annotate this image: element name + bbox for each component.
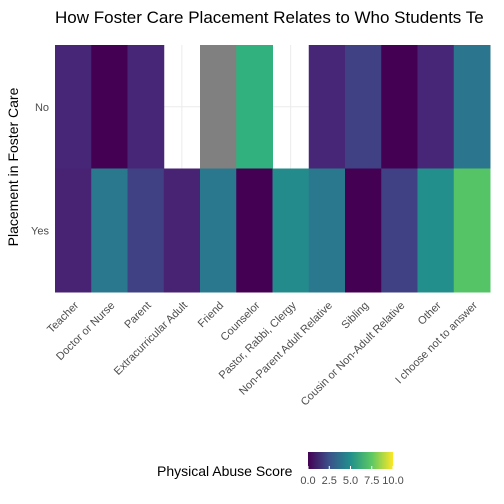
heatmap-cell <box>345 45 382 169</box>
heatmap-cell <box>308 45 346 169</box>
y-tick-label: No <box>35 102 49 114</box>
x-tick-label: Sibling <box>339 300 371 332</box>
x-tick-label: Teacher <box>45 299 81 335</box>
legend-title: Physical Abuse Score <box>157 463 293 479</box>
x-tick-label: Parent <box>122 300 153 331</box>
heatmap-cell <box>163 168 201 293</box>
heatmap-cell <box>200 45 237 169</box>
y-axis-ticks: No Yes <box>31 102 49 238</box>
heatmap-cell <box>417 45 455 169</box>
legend-colorbar <box>308 452 393 469</box>
heatmap-cell <box>236 45 273 169</box>
legend-ticks: 0.0 2.5 5.0 7.5 10.0 <box>300 466 404 487</box>
y-tick-label: Yes <box>31 225 49 237</box>
heatmap-cell <box>381 45 418 169</box>
heatmap-cell <box>453 168 491 293</box>
heatmap-cell <box>236 168 273 293</box>
heatmap-cells <box>55 45 491 293</box>
heatmap-cell <box>308 168 346 293</box>
legend-tick-label: 7.5 <box>364 475 379 487</box>
legend-tick-label: 0.0 <box>300 475 315 487</box>
heatmap-cell <box>272 168 310 293</box>
heatmap-cell <box>127 45 165 169</box>
x-tick-label: Friend <box>196 300 227 331</box>
heatmap-cell <box>381 168 418 293</box>
chart-title: How Foster Care Placement Relates to Who… <box>55 8 484 27</box>
legend-tick-label: 10.0 <box>382 475 403 487</box>
heatmap-cell <box>91 45 128 169</box>
heatmap-cell <box>55 168 92 293</box>
heatmap-cell <box>91 168 128 293</box>
heatmap-cell <box>200 168 237 293</box>
y-axis-title: Placement in Foster Care <box>5 87 21 246</box>
legend: Physical Abuse Score 0.0 2.5 5.0 7.5 10.0 <box>157 452 404 487</box>
heatmap-cell <box>55 45 92 169</box>
heatmap-cell <box>127 168 165 293</box>
heatmap-cell <box>345 168 382 293</box>
legend-tick-label: 5.0 <box>343 475 358 487</box>
legend-tick-label: 2.5 <box>322 475 337 487</box>
heatmap-cell <box>453 45 491 169</box>
x-tick-label: Extracurricular Adult <box>112 300 190 378</box>
heatmap-cell <box>417 168 455 293</box>
x-tick-label: Other <box>416 299 444 327</box>
